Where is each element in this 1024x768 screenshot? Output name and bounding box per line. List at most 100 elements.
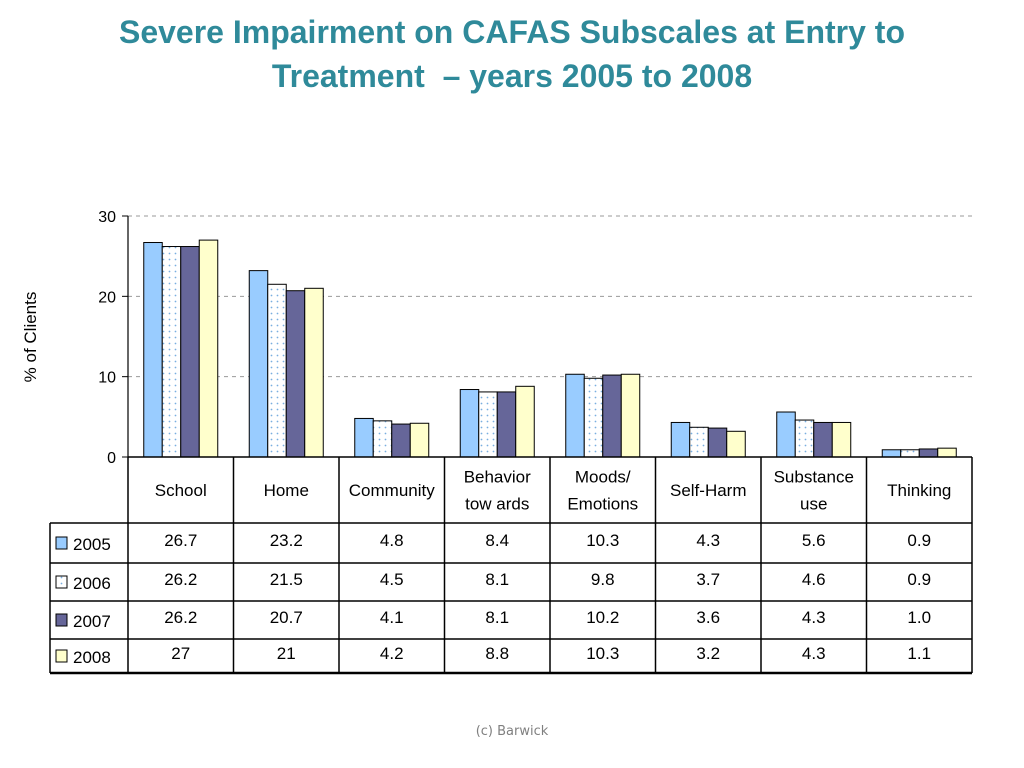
category-label-line: Emotions (567, 495, 638, 514)
bar-2006-0 (161, 246, 182, 458)
y-tick-label: 10 (98, 370, 116, 387)
bar-2008-4 (620, 373, 641, 458)
category-label: Substance use (774, 468, 854, 514)
legend-swatch-2005 (55, 536, 68, 550)
table-cell-value: 4.6 (802, 570, 826, 589)
legend-label-2006: 2006 (73, 574, 111, 593)
bar-2005-4 (565, 373, 585, 458)
category-label: Home (264, 481, 309, 500)
table-cell-value: 10.3 (586, 644, 619, 663)
table-cell-value: 26.7 (164, 531, 197, 550)
bar-2008-0 (198, 239, 219, 458)
bar-2008-7 (937, 447, 957, 458)
legend-label-2005: 2005 (73, 535, 111, 554)
legend-swatch-2006 (55, 575, 68, 589)
category-label: Behavior tow ards (464, 468, 531, 514)
table-cell-value: 8.4 (485, 531, 509, 550)
table-cell-value: 4.1 (380, 608, 404, 627)
y-tick-label: 20 (98, 289, 116, 306)
table-cell-value: 4.3 (802, 608, 826, 627)
table-cell-value: 8.8 (485, 644, 509, 663)
data-table: School Home Community Behavior tow ards Moods… (49, 457, 973, 675)
bar-2008-1 (304, 287, 324, 458)
category-label-line: use (800, 495, 827, 514)
category-label: Moods/Emotions (567, 468, 638, 514)
category-label-line: tow ards (465, 495, 529, 514)
table-cell-value: 0.9 (907, 570, 931, 589)
bar-2007-3 (496, 391, 517, 458)
table-cell-value: 26.2 (164, 608, 197, 627)
category-label-line: Self-Harm (670, 481, 747, 500)
category-label-line: School (155, 481, 207, 500)
bar-2005-3 (459, 389, 480, 458)
table-cell-value: 23.2 (270, 531, 303, 550)
category-label-line: Home (264, 481, 309, 500)
table-cell-value: 27 (171, 644, 190, 663)
footer-credit: (c) Barwick (475, 724, 549, 739)
bar-2007-0 (180, 246, 200, 458)
legend-swatch-2007 (55, 613, 68, 627)
bar-2005-2 (354, 417, 374, 458)
y-axis-label: % of Clients (21, 292, 40, 383)
bar-2008-2 (409, 422, 430, 458)
bar-2008-3 (515, 385, 535, 458)
table-cell-value: 1.0 (907, 608, 931, 627)
bar-2007-7 (918, 448, 939, 458)
bar-2006-6 (794, 419, 815, 458)
table-cell-value: 0.9 (907, 531, 931, 550)
y-tick-label: 0 (107, 450, 116, 467)
category-label: School (155, 481, 207, 500)
bar-2005-5 (670, 421, 691, 458)
bar-2007-6 (813, 421, 833, 458)
bar-2007-1 (285, 290, 306, 458)
table-cell-value: 21 (277, 644, 296, 663)
table-cell-value: 1.1 (907, 644, 931, 663)
legend-label-2007: 2007 (73, 612, 111, 631)
category-label: Community (349, 481, 435, 500)
table-cell-value: 4.8 (380, 531, 404, 550)
category-label-line: Behavior (464, 468, 531, 487)
category-label: Thinking (887, 481, 951, 500)
y-tick-label: 30 (98, 209, 116, 226)
bar-2006-4 (583, 377, 604, 458)
category-label-line: Moods/ (575, 468, 631, 487)
table-cell-value: 9.8 (591, 570, 615, 589)
table-cell-value: 3.2 (696, 644, 720, 663)
table-cell-value: 3.7 (696, 570, 720, 589)
table-cell-value: 4.3 (696, 531, 720, 550)
bar-2006-2 (372, 420, 393, 458)
table-cell-value: 10.3 (586, 531, 619, 550)
category-label-line: Thinking (887, 481, 951, 500)
bar-2006-3 (478, 391, 498, 458)
bar-2005-1 (248, 270, 269, 458)
legend-label-2008: 2008 (73, 648, 111, 667)
legend-swatch-2008 (55, 649, 68, 663)
table-cell-value: 20.7 (270, 608, 303, 627)
bar-2006-7 (900, 449, 920, 458)
category-label-line: Substance (774, 468, 854, 487)
slide-title-line-1: Severe Impairment on CAFAS Subscales at … (118, 14, 905, 50)
bar-chart: 0 10 20 30 School Home Community Behavior tow a… (21, 209, 973, 675)
table-cell-value: 4.5 (380, 570, 404, 589)
bar-2005-7 (881, 449, 902, 458)
slide-title-line-2: Treatment – years 2005 to 2008 (271, 58, 753, 94)
slide-title: Severe Impairment on CAFAS Subscales at … (40, 10, 984, 98)
table-cell-value: 8.1 (485, 608, 509, 627)
bar-2007-4 (602, 374, 622, 458)
bar-2008-6 (831, 421, 852, 458)
table-cell-value: 4.2 (380, 644, 404, 663)
table-cell-value: 10.2 (586, 608, 619, 627)
bar-2005-0 (143, 242, 163, 458)
bar-2007-2 (391, 423, 411, 458)
bar-2006-1 (267, 283, 287, 458)
category-label-line: Community (349, 481, 435, 500)
table-cell-value: 4.3 (802, 644, 826, 663)
table-cell-value: 5.6 (802, 531, 826, 550)
bars (143, 239, 957, 458)
bar-2005-6 (776, 411, 796, 458)
table-cell-value: 21.5 (270, 570, 303, 589)
table-cell-value: 3.6 (696, 608, 720, 627)
category-label: Self-Harm (670, 481, 747, 500)
bar-2008-5 (726, 430, 746, 458)
bar-2007-5 (707, 427, 728, 458)
